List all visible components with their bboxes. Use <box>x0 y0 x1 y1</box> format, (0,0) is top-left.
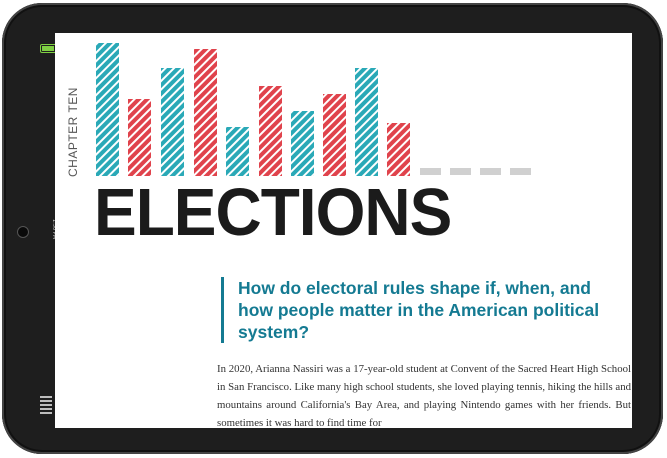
question-text: How do electoral rules shape if, when, a… <box>238 278 600 342</box>
bar-9 <box>355 68 378 176</box>
bar-5 <box>226 127 249 176</box>
menu-icon[interactable] <box>40 396 52 416</box>
bar-3 <box>161 68 184 176</box>
bar-4 <box>194 49 217 176</box>
bar-1 <box>96 43 119 176</box>
decorative-bar-graphic <box>96 43 531 176</box>
dash-4 <box>510 168 531 175</box>
body-paragraph: In 2020, Arianna Nassiri was a 17-year-o… <box>217 363 631 428</box>
chapter-question: How do electoral rules shape if, when, a… <box>221 277 618 343</box>
camera-icon <box>17 226 29 238</box>
bar-2 <box>128 99 151 176</box>
ebook-page: CHAPTER TEN ELECTIONS How do electoral r… <box>55 33 632 428</box>
dash-3 <box>480 168 501 175</box>
dash-1 <box>420 168 441 175</box>
bar-10 <box>387 123 410 176</box>
chapter-label: CHAPTER TEN <box>66 87 80 177</box>
dash-2 <box>450 168 471 175</box>
bar-8 <box>323 94 346 176</box>
bar-7 <box>291 111 314 176</box>
tablet-frame: 1:50 PM <box>2 3 663 454</box>
status-clock: 1:50 PM <box>51 219 57 240</box>
bar-6 <box>259 86 282 176</box>
chapter-title: ELECTIONS <box>94 174 452 250</box>
